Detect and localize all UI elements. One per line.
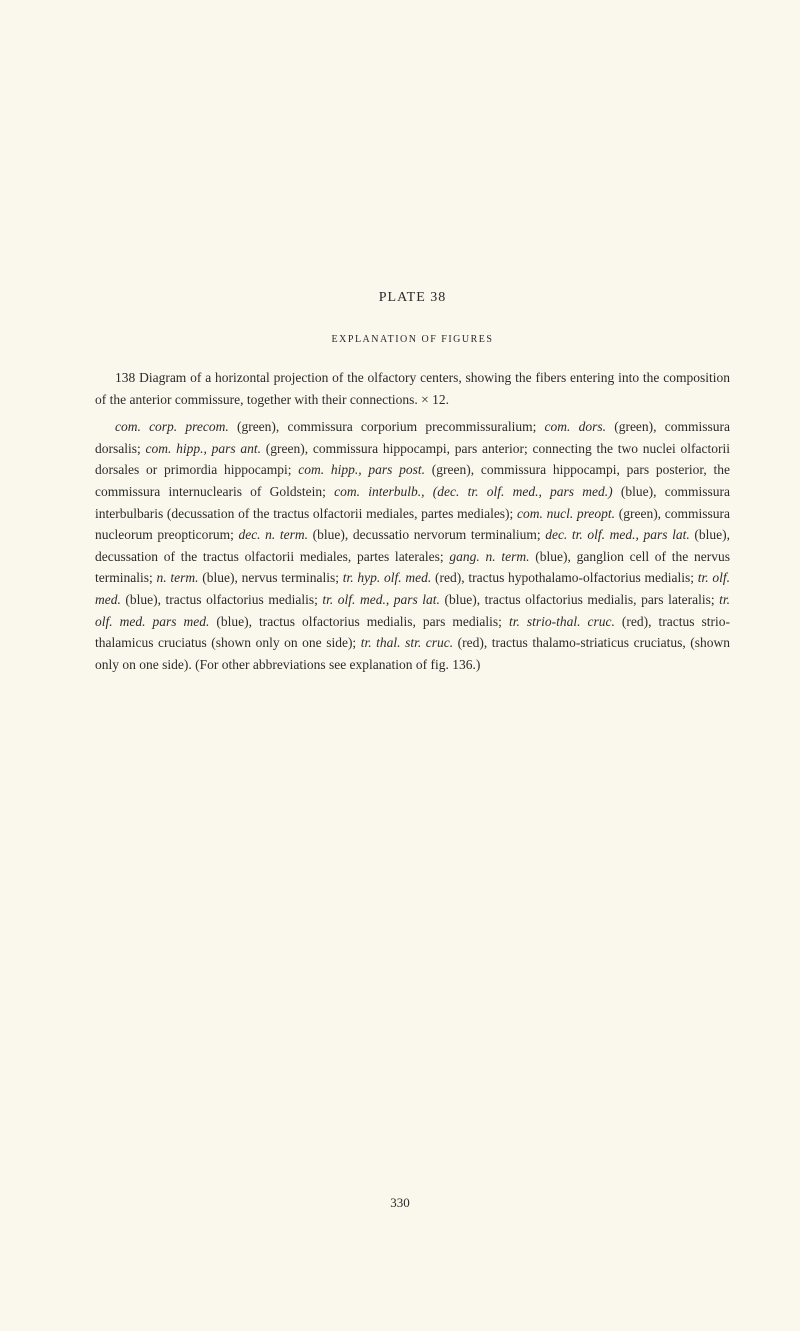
text: (blue), tractus olfactorius medialis; bbox=[121, 592, 323, 607]
term: gang. n. term. bbox=[449, 549, 529, 564]
term: dec. n. term. bbox=[238, 527, 308, 542]
plate-title: PLATE 38 bbox=[95, 290, 730, 306]
term: com. hipp., pars ant. bbox=[146, 441, 262, 456]
term: com. corp. precom. bbox=[115, 419, 229, 434]
text: (red), tractus hypothalamo-olfactorius m… bbox=[431, 570, 698, 585]
paragraph-diagram-description: 138 Diagram of a horizontal projection o… bbox=[95, 367, 730, 410]
term: tr. hyp. olf. med. bbox=[343, 570, 431, 585]
term: tr. thal. str. cruc. bbox=[361, 635, 453, 650]
text: (blue), tractus olfactorius medialis, pa… bbox=[209, 614, 509, 629]
paragraph-abbreviations: com. corp. precom. (green), commissura c… bbox=[95, 416, 730, 675]
term: com. hipp., pars post. bbox=[298, 462, 425, 477]
term: com. dors. bbox=[545, 419, 606, 434]
page-content: PLATE 38 EXPLANATION OF FIGURES 138 Diag… bbox=[0, 0, 800, 675]
page-number: 330 bbox=[0, 1195, 800, 1211]
explanation-subtitle: EXPLANATION OF FIGURES bbox=[95, 334, 730, 345]
term: dec. tr. olf. med., pars lat. bbox=[545, 527, 690, 542]
text: (blue), decussatio nervorum terminalium; bbox=[308, 527, 545, 542]
text: (green), commissura corporium precommiss… bbox=[229, 419, 545, 434]
text: (blue), nervus terminalis; bbox=[198, 570, 342, 585]
term: com. nucl. preopt. bbox=[517, 506, 615, 521]
term: n. term. bbox=[156, 570, 198, 585]
term: tr. olf. med., pars lat. bbox=[322, 592, 440, 607]
term: com. interbulb., (dec. tr. olf. med., pa… bbox=[334, 484, 613, 499]
text: (blue), tractus olfactorius medialis, pa… bbox=[440, 592, 719, 607]
term: tr. strio-thal. cruc. bbox=[509, 614, 615, 629]
